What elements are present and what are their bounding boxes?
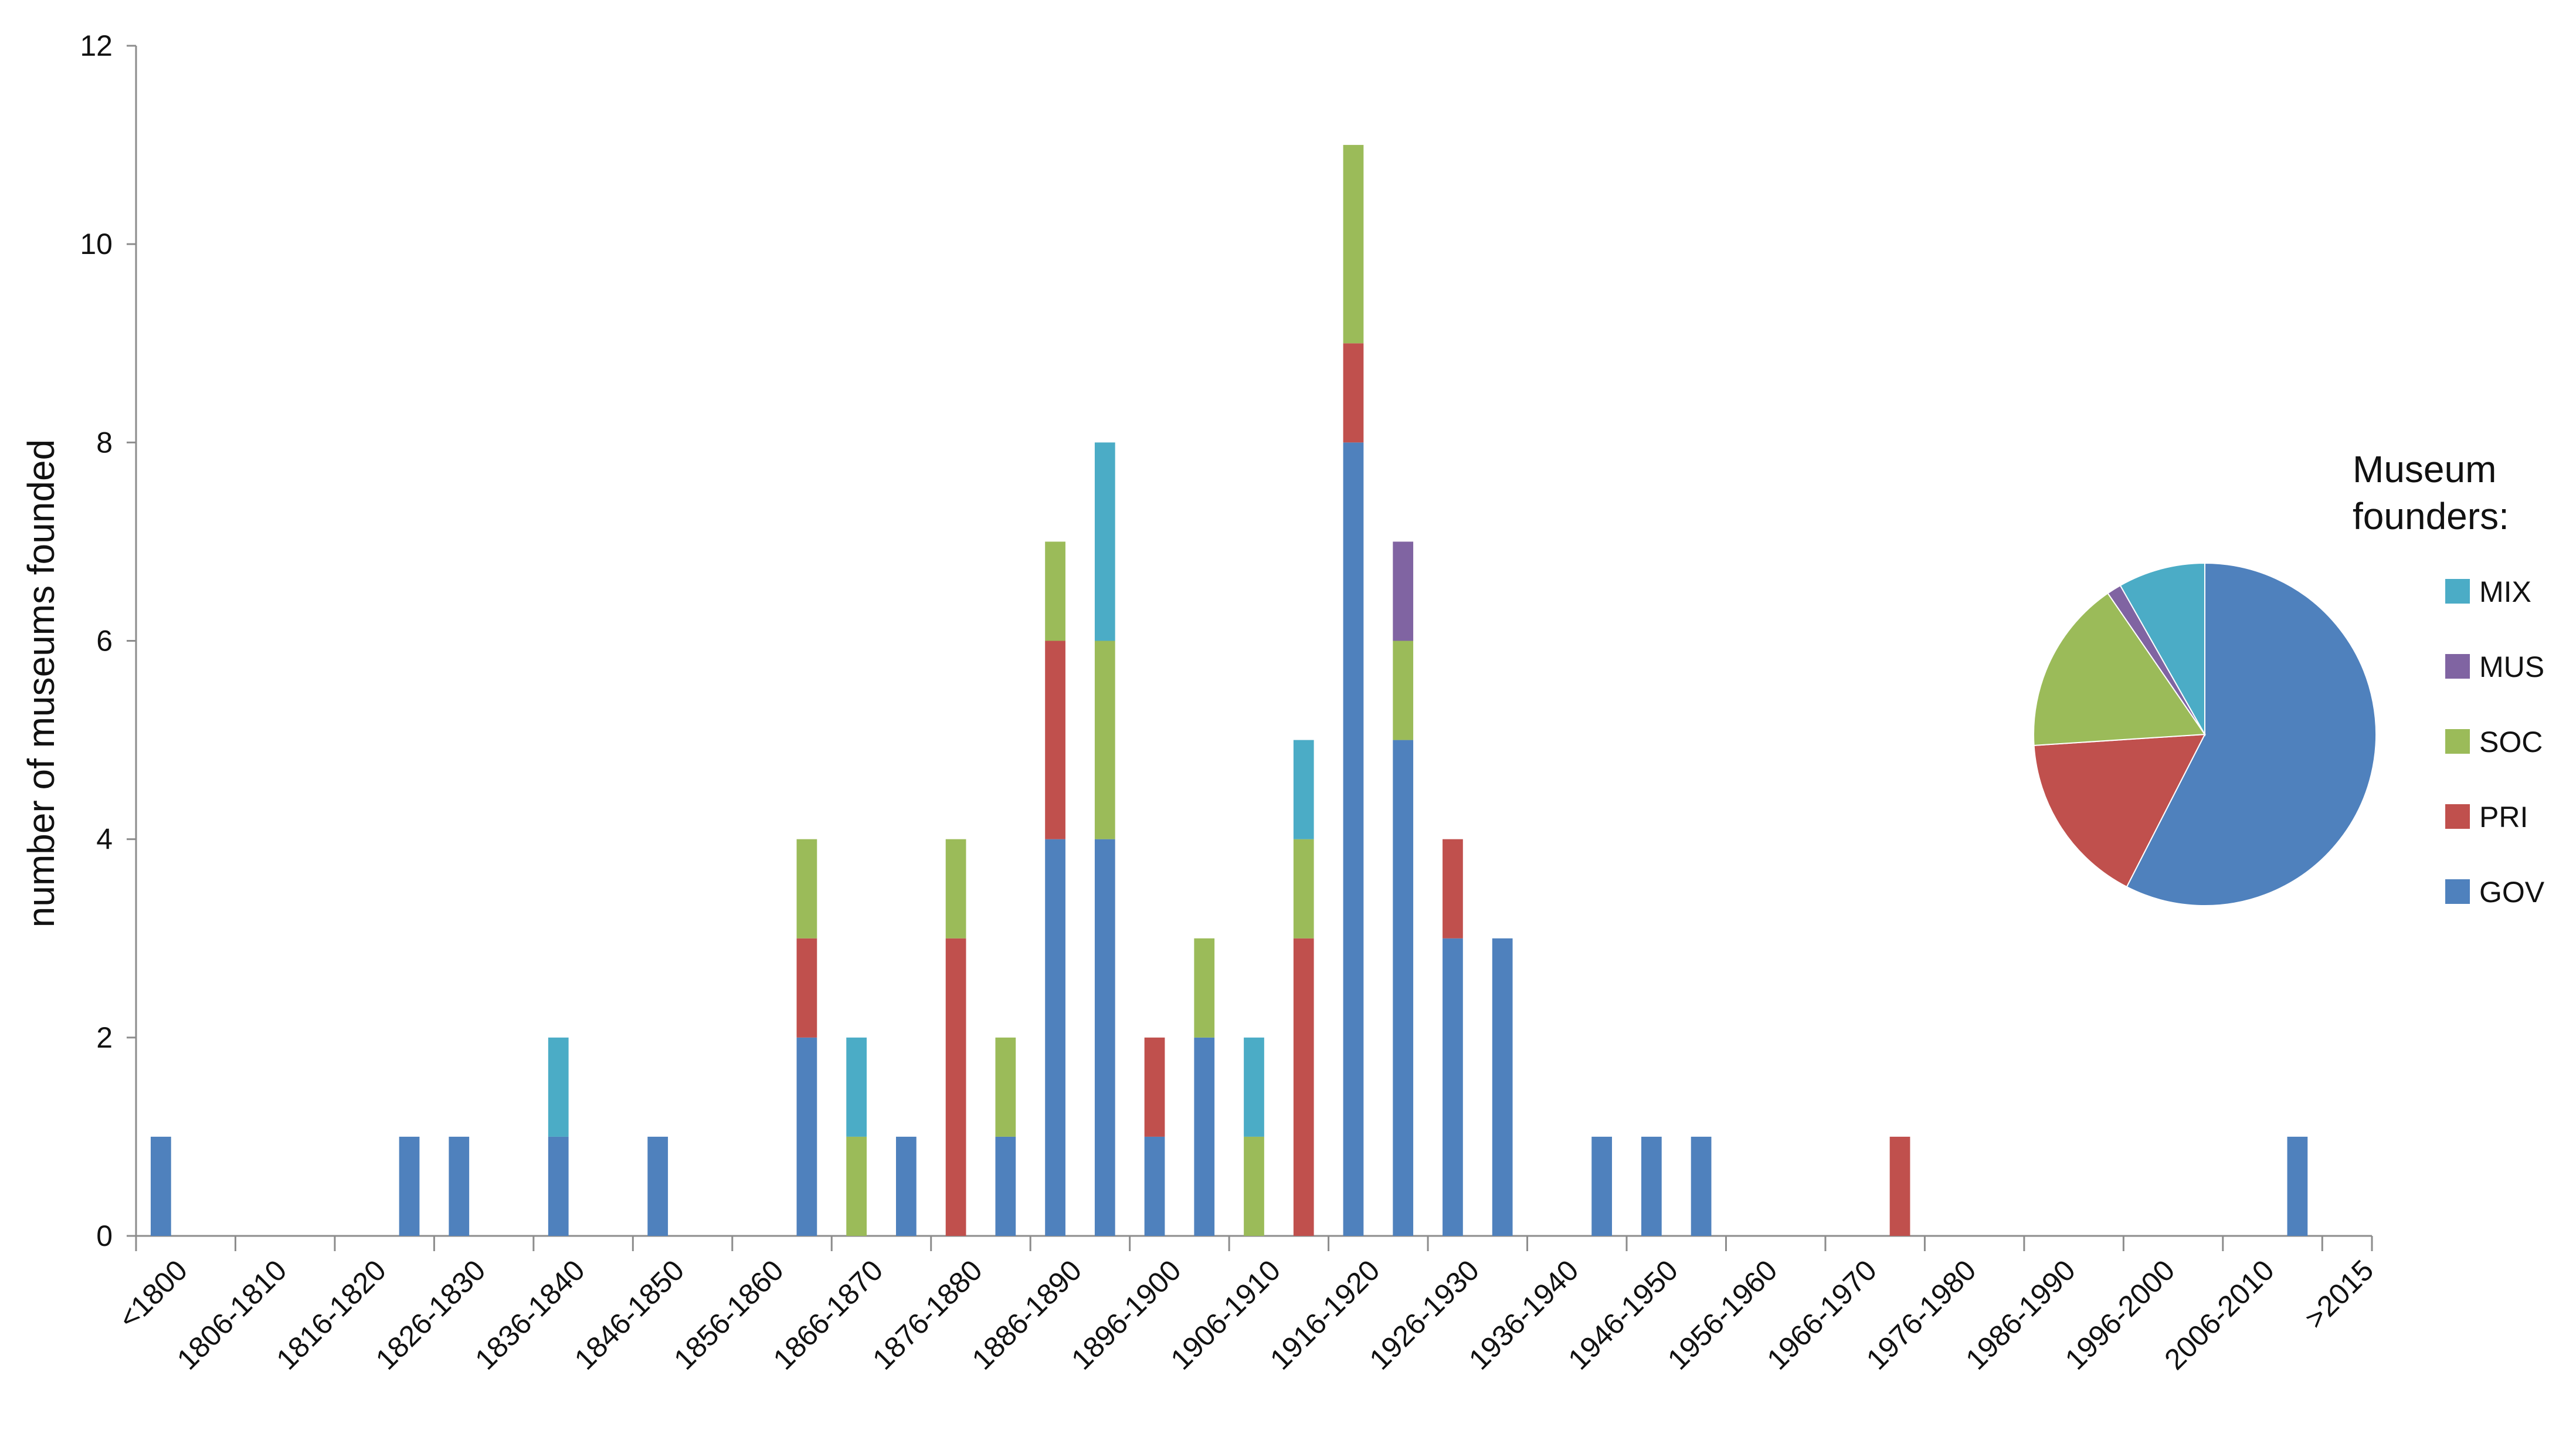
x-category-label: <1800 (112, 1253, 194, 1335)
legend-label-mus: MUS (2479, 651, 2544, 683)
bar-segment-soc (1045, 541, 1065, 641)
legend-swatch-mix (2445, 579, 2470, 604)
ticks-layer: 024681012<18001806-18101816-18201826-183… (80, 29, 2380, 1376)
bar-segment-gov (150, 1136, 171, 1236)
bar-segment-mix (1293, 740, 1314, 839)
bar-segment-pri (796, 938, 817, 1038)
bar-segment-gov (1343, 442, 1364, 1236)
y-tick-label: 12 (80, 29, 113, 62)
bar-segment-mix (846, 1037, 867, 1137)
bar-segment-gov (1443, 938, 1463, 1236)
bar-segment-mix (1244, 1037, 1264, 1137)
bar-segment-gov (1591, 1136, 1613, 1236)
y-tick-label: 0 (96, 1219, 113, 1252)
pie-slice-soc (2033, 592, 2206, 746)
legend-label-gov: GOV (2479, 876, 2545, 909)
bar-segment-mix (548, 1037, 569, 1137)
y-tick-label: 6 (96, 625, 113, 658)
bar-segment-pri (1343, 343, 1364, 443)
legend: Museum founders: MIX MUS SOC PRI GOV (2353, 448, 2545, 909)
pie-slice-gov (2126, 562, 2377, 906)
legend-title-line-1: Museum (2353, 448, 2496, 490)
y-tick-label: 10 (80, 228, 113, 260)
legend-swatch-soc (2445, 729, 2470, 754)
bar-segment-gov (1641, 1136, 1662, 1236)
bar-segment-soc (1393, 641, 1414, 740)
bar-segment-gov (796, 1037, 817, 1236)
bar-segment-soc (1244, 1136, 1264, 1236)
y-tick-label: 4 (96, 823, 113, 856)
y-axis-label: number of museums founded (20, 439, 62, 927)
bar-segment-gov (1393, 740, 1414, 1236)
bar-segment-pri (1293, 938, 1314, 1236)
legend-swatch-gov (2445, 879, 2470, 904)
bar-segment-mix (1094, 442, 1115, 641)
bar-segment-gov (449, 1136, 470, 1236)
bar-segment-soc (1343, 145, 1364, 344)
legend-label-pri: PRI (2479, 801, 2528, 834)
x-category-label: 2006-2010 (2158, 1253, 2280, 1376)
bar-segment-gov (895, 1136, 917, 1236)
pie-slice-pri (2033, 733, 2206, 888)
x-category-label: >2015 (2299, 1253, 2380, 1335)
bar-segment-gov (1691, 1136, 1712, 1236)
bar-segment-gov (995, 1136, 1016, 1236)
bar-segment-gov (647, 1136, 668, 1236)
bar-segment-soc (945, 839, 966, 939)
bar-segment-soc (796, 839, 817, 939)
legend-swatch-mus (2445, 654, 2470, 679)
bar-segment-pri (1045, 641, 1065, 839)
bar-segment-pri (1144, 1037, 1165, 1137)
bar-segment-gov (1492, 938, 1513, 1236)
bar-segment-gov (548, 1136, 569, 1236)
bar-segment-pri (1889, 1136, 1910, 1236)
bars-layer (150, 145, 2308, 1236)
bar-segment-gov (399, 1136, 420, 1236)
bar-segment-pri (945, 938, 966, 1236)
bar-segment-mus (1393, 541, 1414, 641)
bar-segment-gov (1045, 839, 1065, 1236)
legend-title-line-2: founders: (2353, 495, 2509, 537)
bar-segment-gov (2287, 1136, 2308, 1236)
pie-slice-mix (2119, 562, 2205, 737)
y-tick-label: 2 (96, 1021, 113, 1054)
pie-chart (2033, 562, 2377, 906)
legend-label-soc: SOC (2479, 726, 2543, 758)
bar-segment-soc (995, 1037, 1016, 1137)
bar-segment-gov (1144, 1136, 1165, 1236)
bar-segment-pri (1443, 839, 1463, 939)
bar-segment-soc (1094, 641, 1115, 839)
bar-segment-soc (846, 1136, 867, 1236)
y-tick-label: 8 (96, 426, 113, 459)
bar-segment-soc (1293, 839, 1314, 939)
bar-segment-gov (1094, 839, 1115, 1236)
bar-segment-gov (1194, 1037, 1215, 1236)
legend-swatch-pri (2445, 804, 2470, 829)
bar-segment-soc (1194, 938, 1215, 1038)
legend-label-mix: MIX (2479, 575, 2531, 608)
